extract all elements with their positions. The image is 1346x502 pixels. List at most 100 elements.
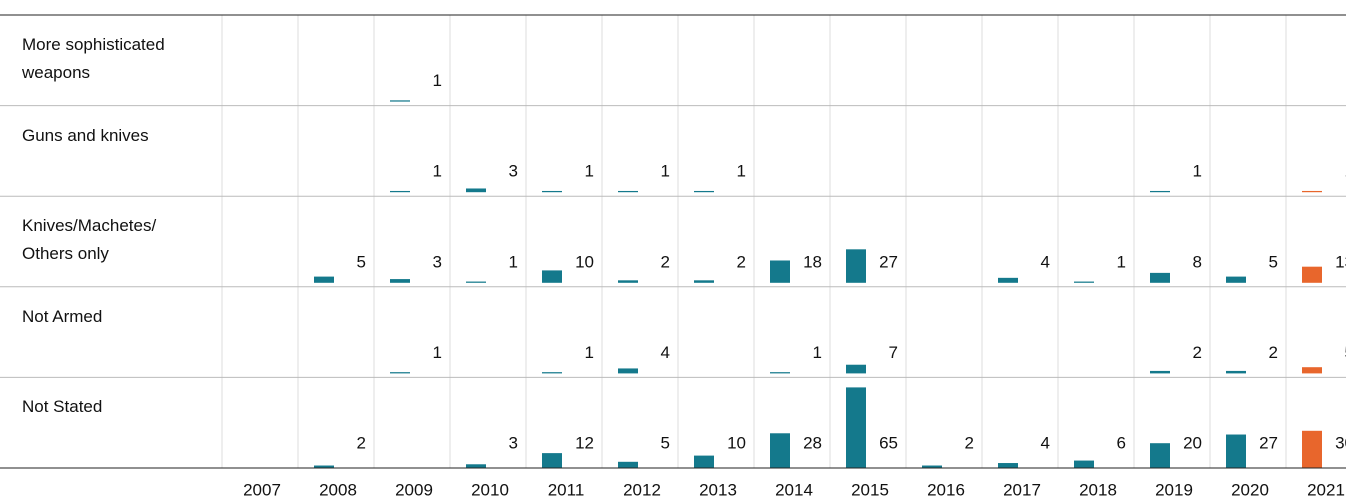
value-label: 1 xyxy=(813,343,822,362)
x-tick-label: 2014 xyxy=(775,480,813,499)
value-label: 2 xyxy=(737,252,746,271)
bar xyxy=(542,453,562,468)
value-label: 1 xyxy=(433,162,442,181)
x-tick-label: 2012 xyxy=(623,480,661,499)
bar xyxy=(466,464,486,468)
value-label: 4 xyxy=(1041,433,1050,452)
bar xyxy=(770,372,790,374)
bar xyxy=(1302,190,1322,193)
value-label: 8 xyxy=(1193,252,1202,271)
bar xyxy=(618,280,638,283)
bar xyxy=(314,465,334,468)
value-label: 65 xyxy=(879,433,898,452)
value-label: 2 xyxy=(661,252,670,271)
bar xyxy=(390,190,410,193)
value-label: 1 xyxy=(585,162,594,181)
x-tick-label: 2013 xyxy=(699,480,737,499)
bar xyxy=(846,364,866,374)
bar xyxy=(618,190,638,193)
value-label: 3 xyxy=(433,252,442,271)
value-label: 27 xyxy=(1259,433,1278,452)
value-label: 5 xyxy=(1345,343,1346,362)
x-tick-label: 2008 xyxy=(319,480,357,499)
bar xyxy=(1226,276,1246,283)
x-tick-label: 2016 xyxy=(927,480,965,499)
x-tick-label: 2015 xyxy=(851,480,889,499)
value-label: 1 xyxy=(433,343,442,362)
value-label: 1 xyxy=(737,162,746,181)
row-label: Guns and knives xyxy=(22,125,149,145)
value-label: 1 xyxy=(1193,162,1202,181)
value-label: 3 xyxy=(509,433,518,452)
bar xyxy=(390,372,410,374)
bar xyxy=(390,279,410,283)
bar xyxy=(694,280,714,283)
value-label: 2 xyxy=(965,433,974,452)
bar xyxy=(1074,460,1094,468)
bar xyxy=(846,249,866,283)
bar xyxy=(1150,443,1170,468)
bar xyxy=(846,387,866,468)
value-label: 5 xyxy=(1269,252,1278,271)
bar xyxy=(466,281,486,283)
bar xyxy=(618,368,638,374)
bar xyxy=(770,260,790,283)
value-label: 1 xyxy=(433,71,442,90)
value-label: 1 xyxy=(585,343,594,362)
value-label: 1 xyxy=(661,162,670,181)
bar xyxy=(1150,272,1170,283)
bar xyxy=(542,372,562,374)
bar xyxy=(1302,430,1322,468)
value-label: 20 xyxy=(1183,433,1202,452)
value-label: 6 xyxy=(1117,433,1126,452)
bar xyxy=(542,270,562,283)
value-label: 10 xyxy=(575,252,594,271)
value-label: 30 xyxy=(1335,433,1346,452)
x-tick-label: 2018 xyxy=(1079,480,1117,499)
x-tick-label: 2021 xyxy=(1307,480,1345,499)
row-label: Not Armed xyxy=(22,306,103,326)
bar xyxy=(922,465,942,468)
row-label: Knives/Machetes/ Others only xyxy=(22,216,157,264)
bar xyxy=(1150,370,1170,374)
value-label: 28 xyxy=(803,433,822,452)
row-label: Not Stated xyxy=(22,397,103,417)
x-tick-label: 2019 xyxy=(1155,480,1193,499)
value-label: 27 xyxy=(879,252,898,271)
bar xyxy=(694,455,714,468)
value-label: 2 xyxy=(1269,343,1278,362)
row-label: More sophisticated weapons xyxy=(22,35,165,82)
value-label: 1 xyxy=(1117,252,1126,271)
x-tick-label: 2009 xyxy=(395,480,433,499)
bar xyxy=(1226,434,1246,468)
bar xyxy=(998,463,1018,468)
bar xyxy=(1074,281,1094,283)
bar xyxy=(998,277,1018,283)
bar xyxy=(694,190,714,193)
bar xyxy=(390,100,410,102)
bar xyxy=(1150,190,1170,193)
value-label: 2 xyxy=(357,433,366,452)
value-label: 12 xyxy=(575,433,594,452)
value-label: 4 xyxy=(1041,252,1050,271)
x-tick-label: 2010 xyxy=(471,480,509,499)
bar xyxy=(466,188,486,193)
value-label: 18 xyxy=(803,252,822,271)
x-tick-label: 2007 xyxy=(243,480,281,499)
value-label: 4 xyxy=(661,343,670,362)
x-tick-label: 2020 xyxy=(1231,480,1269,499)
value-label: 5 xyxy=(357,252,366,271)
bar xyxy=(314,276,334,283)
value-label: 7 xyxy=(889,343,898,362)
value-label: 5 xyxy=(661,433,670,452)
value-label: 10 xyxy=(727,433,746,452)
value-label: 3 xyxy=(509,162,518,181)
value-label: 1 xyxy=(1345,162,1346,181)
bar xyxy=(1302,266,1322,283)
value-label: 13 xyxy=(1335,252,1346,271)
bar xyxy=(618,461,638,468)
bar xyxy=(542,190,562,193)
x-tick-label: 2017 xyxy=(1003,480,1041,499)
bar xyxy=(1302,367,1322,374)
